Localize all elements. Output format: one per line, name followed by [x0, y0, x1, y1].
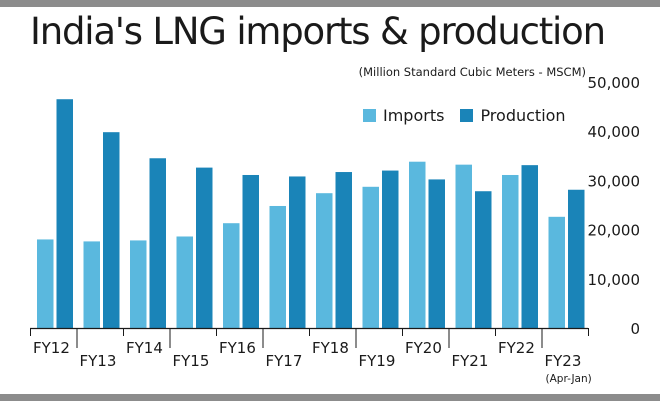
- y-tick-label: 10,000: [588, 271, 641, 289]
- chart-title: India's LNG imports & production: [30, 10, 606, 53]
- top-band: [0, 0, 660, 7]
- bar-production-fy17: [289, 176, 306, 328]
- y-tick-label: 50,000: [588, 74, 641, 92]
- legend: Imports Production: [363, 106, 582, 125]
- x-tick-label: FY18: [312, 339, 349, 357]
- x-tick-label: FY23: [545, 352, 582, 370]
- x-tick-note: (Apr-Jan): [546, 373, 592, 385]
- x-tick-label: FY12: [33, 339, 70, 357]
- bar-imports-fy13: [83, 241, 100, 328]
- bar-imports-fy14: [130, 240, 147, 328]
- x-tick-label: FY22: [498, 339, 535, 357]
- y-tick-label: 30,000: [588, 172, 641, 190]
- bar-production-fy12: [56, 99, 73, 328]
- bar-imports-fy19: [362, 186, 379, 328]
- bar-production-fy23: [568, 189, 585, 328]
- x-tick-label: FY14: [126, 339, 163, 357]
- bar-imports-fy20: [409, 161, 426, 328]
- chart-subtitle: (Million Standard Cubic Meters - MSCM): [358, 65, 586, 79]
- x-tick-label: FY21: [452, 352, 489, 370]
- bar-imports-fy22: [502, 174, 519, 328]
- bar-imports-fy15: [176, 236, 193, 328]
- y-tick-label: 20,000: [588, 222, 641, 240]
- bar-production-fy22: [521, 165, 538, 328]
- bar-imports-fy18: [316, 193, 333, 328]
- bar-imports-fy12: [37, 239, 54, 328]
- x-tick-label: FY13: [80, 352, 117, 370]
- x-tick-label: FY20: [405, 339, 442, 357]
- bar-production-fy16: [242, 174, 259, 328]
- bar-production-fy13: [103, 132, 120, 328]
- bar-imports-fy23: [548, 216, 565, 328]
- x-tick-label: FY19: [359, 352, 396, 370]
- bar-imports-fy17: [269, 205, 286, 328]
- bar-production-fy20: [428, 179, 445, 328]
- x-tick-label: FY16: [219, 339, 256, 357]
- bar-production-fy19: [382, 170, 399, 328]
- legend-label-imports: Imports: [383, 106, 445, 125]
- x-tick-label: FY15: [173, 352, 210, 370]
- legend-item-production: Production: [460, 106, 566, 125]
- legend-swatch-production: [460, 109, 474, 122]
- legend-label-production: Production: [480, 106, 566, 125]
- bar-production-fy21: [475, 191, 492, 328]
- y-tick-label: 40,000: [588, 123, 641, 141]
- x-tick-label: FY17: [266, 352, 303, 370]
- bar-production-fy18: [335, 172, 352, 328]
- bar-production-fy14: [149, 158, 166, 328]
- bar-imports-fy16: [223, 223, 240, 328]
- bar-production-fy15: [196, 167, 213, 328]
- legend-item-imports: Imports: [363, 106, 444, 125]
- bottom-band: [0, 394, 660, 401]
- y-tick-label: 0: [630, 320, 640, 338]
- legend-swatch-imports: [363, 109, 376, 122]
- bar-imports-fy21: [455, 164, 472, 328]
